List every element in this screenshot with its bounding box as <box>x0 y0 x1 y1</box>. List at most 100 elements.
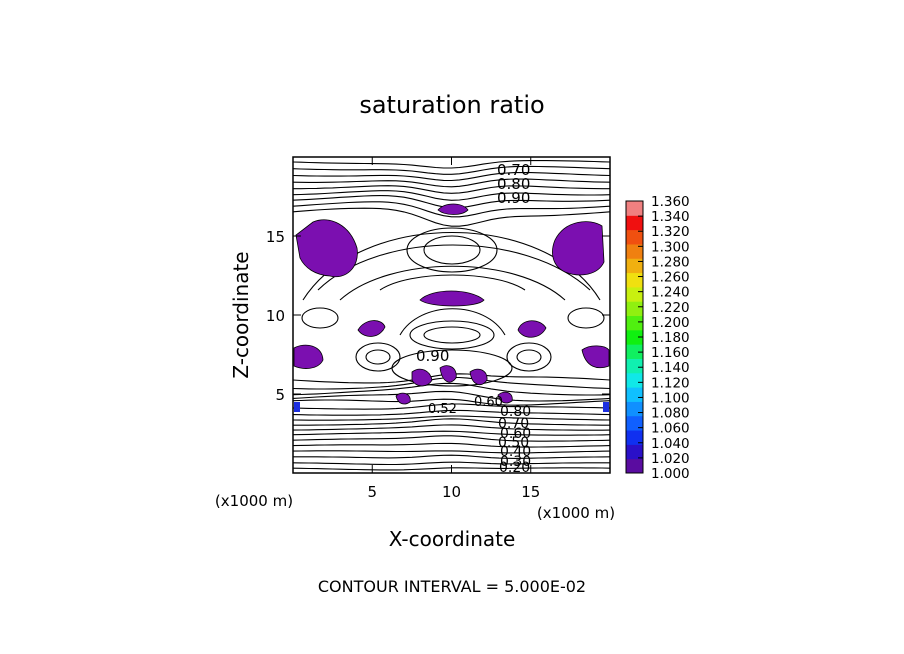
saturated-region <box>469 368 488 386</box>
contour-label: 0.90 <box>497 189 530 207</box>
saturated-region-edge <box>603 402 609 412</box>
contour-label: 0.70 <box>497 161 530 179</box>
contour-line <box>292 172 611 182</box>
y-tick-label: 10 <box>266 307 285 325</box>
x-unit-left: (x1000 m) <box>215 492 293 510</box>
x-tick-label: 15 <box>521 483 540 501</box>
colorbar-swatch <box>626 215 643 231</box>
saturated-region <box>411 368 433 387</box>
colorbar-swatch <box>626 272 643 288</box>
contour-line <box>292 190 611 201</box>
x-unit-right: (x1000 m) <box>537 504 615 522</box>
x-axis-ticks: 5 10 15 <box>367 157 540 501</box>
plot-area: 0.700.800.900.900.800.700.600.500.400.30… <box>292 156 611 476</box>
colorbar-swatch <box>626 201 643 216</box>
saturated-region <box>357 320 386 337</box>
saturated-region <box>581 345 610 369</box>
contour-line <box>293 454 611 459</box>
contour-line <box>292 382 611 396</box>
colorbar-label: 1.040 <box>651 436 690 452</box>
colorbar-label: 1.020 <box>651 451 690 467</box>
contour-oval <box>406 227 498 273</box>
contour-line <box>292 430 611 436</box>
y-axis-label: Z-coordinate <box>229 251 253 378</box>
colorbar-label: 1.080 <box>651 406 690 422</box>
colorbar-label: 1.200 <box>651 315 690 331</box>
colorbar-swatch <box>626 258 643 274</box>
saturated-region <box>293 344 324 369</box>
colorbar-swatch <box>626 401 643 417</box>
contour-line <box>399 308 506 336</box>
contour-line <box>339 265 566 301</box>
saturated-region <box>497 391 513 404</box>
contour-labels: 0.700.800.900.900.800.700.600.500.400.30… <box>416 161 531 476</box>
y-tick-label: 15 <box>266 228 285 246</box>
colorbar-label: 1.120 <box>651 375 690 391</box>
chart-title: saturation ratio <box>359 91 544 119</box>
contour-line <box>293 185 610 194</box>
saturated-region-edge <box>294 402 300 412</box>
contour-oval <box>423 326 481 344</box>
contour-line <box>292 461 610 466</box>
colorbar-swatch <box>626 387 643 402</box>
contour-label: 0.80 <box>500 404 531 420</box>
contour-oval <box>567 307 605 329</box>
contour-oval <box>301 307 339 329</box>
contour-oval <box>355 342 401 372</box>
colorbar-label: 1.220 <box>651 300 690 316</box>
contour-line <box>292 178 611 188</box>
contour-oval <box>506 342 552 372</box>
colorbar-swatch <box>626 372 643 388</box>
y-axis-ticks: 5 10 15 <box>266 228 610 404</box>
saturated-region <box>552 221 605 276</box>
contour-label: 0.40 <box>500 444 531 460</box>
colorbar-swatch <box>626 315 643 331</box>
colorbar-label: 1.280 <box>651 254 690 270</box>
contour-line <box>292 442 611 448</box>
colorbar-label: 1.300 <box>651 239 690 255</box>
colorbar-label: 1.060 <box>651 421 690 437</box>
contour-label: 0.52 <box>428 402 457 417</box>
colorbar-swatch <box>626 458 643 474</box>
contour-label: 0.80 <box>497 175 530 193</box>
colorbar: 1.0001.0201.0401.0601.0801.1001.1201.140… <box>625 194 690 482</box>
contour-interval-note: CONTOUR INTERVAL = 5.000E-02 <box>318 577 586 596</box>
colorbar-label: 1.180 <box>651 330 690 346</box>
colorbar-swatch <box>626 430 643 445</box>
colorbar-label: 1.100 <box>651 390 690 406</box>
colorbar-swatch <box>626 229 643 245</box>
contour-line <box>292 415 611 421</box>
saturated-region <box>517 320 547 338</box>
x-tick-label: 10 <box>442 483 461 501</box>
contour-line <box>292 435 611 442</box>
contour-label: 0.20 <box>499 460 530 476</box>
colorbar-label: 1.140 <box>651 360 690 376</box>
contour-line <box>292 398 611 406</box>
contour-line <box>293 418 610 426</box>
saturated-region <box>295 219 358 278</box>
colorbar-swatch <box>626 415 643 431</box>
colorbar-swatch <box>626 358 643 374</box>
contour-line <box>292 390 611 402</box>
contour-label: 0.50 <box>498 435 529 451</box>
colorbar-label: 1.260 <box>651 270 690 286</box>
contour-line <box>292 409 611 416</box>
contour-label: 0.60 <box>474 395 503 410</box>
x-tick-label: 5 <box>367 483 377 501</box>
contour-line <box>292 450 611 454</box>
colorbar-swatch <box>626 243 643 259</box>
contour-line <box>379 274 526 291</box>
contour-oval <box>409 320 495 350</box>
contour-line <box>292 403 611 410</box>
contour-oval <box>516 349 542 365</box>
contour-line <box>292 159 611 169</box>
contour-label: 0.70 <box>498 416 529 432</box>
colorbar-label: 1.000 <box>651 466 690 482</box>
colorbar-label: 1.240 <box>651 285 690 301</box>
saturated-region <box>439 365 457 383</box>
colorbar-label: 1.360 <box>651 194 690 210</box>
colorbar-label: 1.160 <box>651 345 690 361</box>
colorbar-label: 1.340 <box>651 209 690 225</box>
contour-oval <box>365 349 391 365</box>
